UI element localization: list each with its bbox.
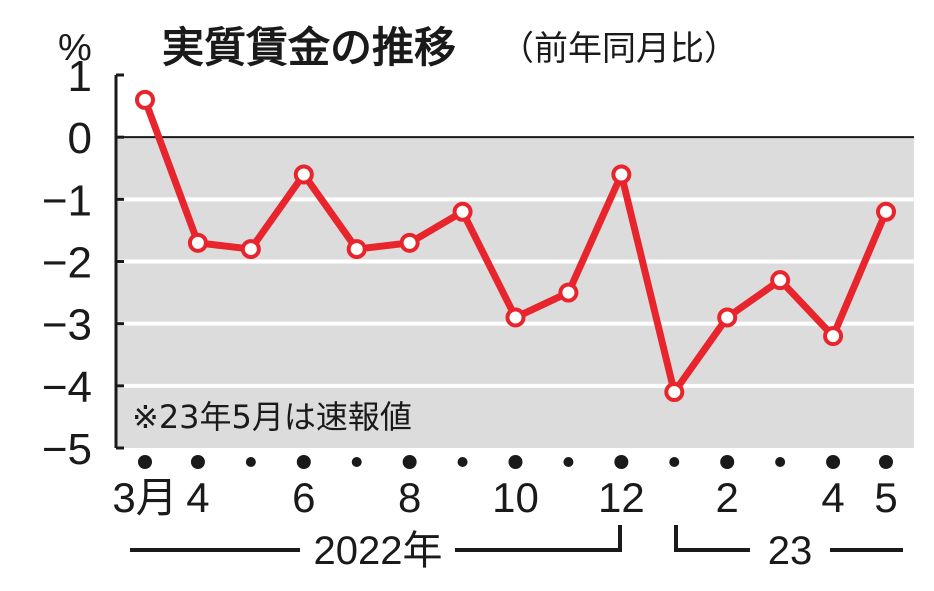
x-tick-dot	[190, 455, 205, 469]
plot-background	[116, 137, 914, 448]
data-point	[876, 201, 896, 222]
chart-note: ※23年5月は速報値	[132, 398, 412, 436]
x-tick-dot	[457, 457, 468, 467]
data-point	[187, 232, 208, 253]
gridlines	[116, 136, 914, 388]
x-tick-dot	[351, 457, 362, 467]
x-tick-label: 2	[716, 474, 739, 521]
chart-subtitle: （前年同月比）	[500, 29, 738, 69]
y-tick-label: −3	[42, 301, 92, 350]
x-tick-label: 4	[821, 474, 844, 521]
y-tick-label: −5	[42, 425, 92, 474]
year-bracket-2022: 2022年	[130, 525, 622, 573]
x-tick-dot	[775, 457, 786, 467]
data-point	[346, 239, 367, 260]
x-tick-dots	[138, 455, 893, 469]
y-tick-label: −2	[42, 239, 92, 288]
data-point	[399, 232, 420, 253]
x-tick-dot	[826, 455, 841, 469]
x-tick-dot	[563, 457, 574, 467]
chart-title: 実質賃金の推移	[162, 23, 456, 72]
x-tick-label: 4	[186, 474, 209, 521]
x-tick-label: 3月	[112, 474, 177, 521]
data-point	[452, 201, 473, 222]
data-point	[293, 164, 314, 185]
x-tick-dot	[720, 455, 735, 469]
data-point	[505, 307, 526, 328]
y-tick-labels: 1 0 −1 −2 −3 −4 −5	[42, 52, 124, 474]
data-point	[558, 282, 579, 303]
data-point	[240, 239, 261, 260]
x-tick-label: 5	[874, 474, 897, 521]
data-point	[717, 307, 738, 328]
x-tick-label: 10	[492, 474, 539, 521]
data-point	[611, 164, 632, 185]
data-point	[135, 89, 155, 110]
x-tick-dot	[402, 455, 417, 469]
year-bracket-2023: 23	[674, 525, 903, 573]
x-tick-dot	[138, 455, 152, 469]
y-tick-label: −4	[42, 363, 92, 412]
x-tick-labels: 3月 4 6 8 10 12 2 4 5	[112, 474, 897, 521]
x-tick-dot	[296, 455, 311, 469]
data-point	[770, 270, 791, 291]
x-tick-dot	[508, 455, 523, 469]
x-tick-dot	[614, 455, 629, 469]
x-tick-label: 6	[292, 474, 315, 521]
year-label-2022: 2022年	[314, 529, 443, 573]
y-unit-label: %	[58, 27, 92, 69]
x-tick-label: 12	[598, 474, 645, 521]
y-tick-label: 1	[68, 52, 92, 101]
data-point	[823, 326, 844, 347]
x-tick-label: 8	[398, 474, 421, 521]
data-point	[664, 382, 685, 403]
y-tick-label: −1	[42, 176, 92, 225]
x-tick-dot	[879, 455, 893, 469]
year-label-2023: 23	[768, 529, 813, 573]
data-points	[135, 89, 896, 403]
y-tick-label: 0	[68, 114, 92, 163]
x-tick-dot	[669, 457, 680, 467]
x-tick-dot	[245, 457, 256, 467]
